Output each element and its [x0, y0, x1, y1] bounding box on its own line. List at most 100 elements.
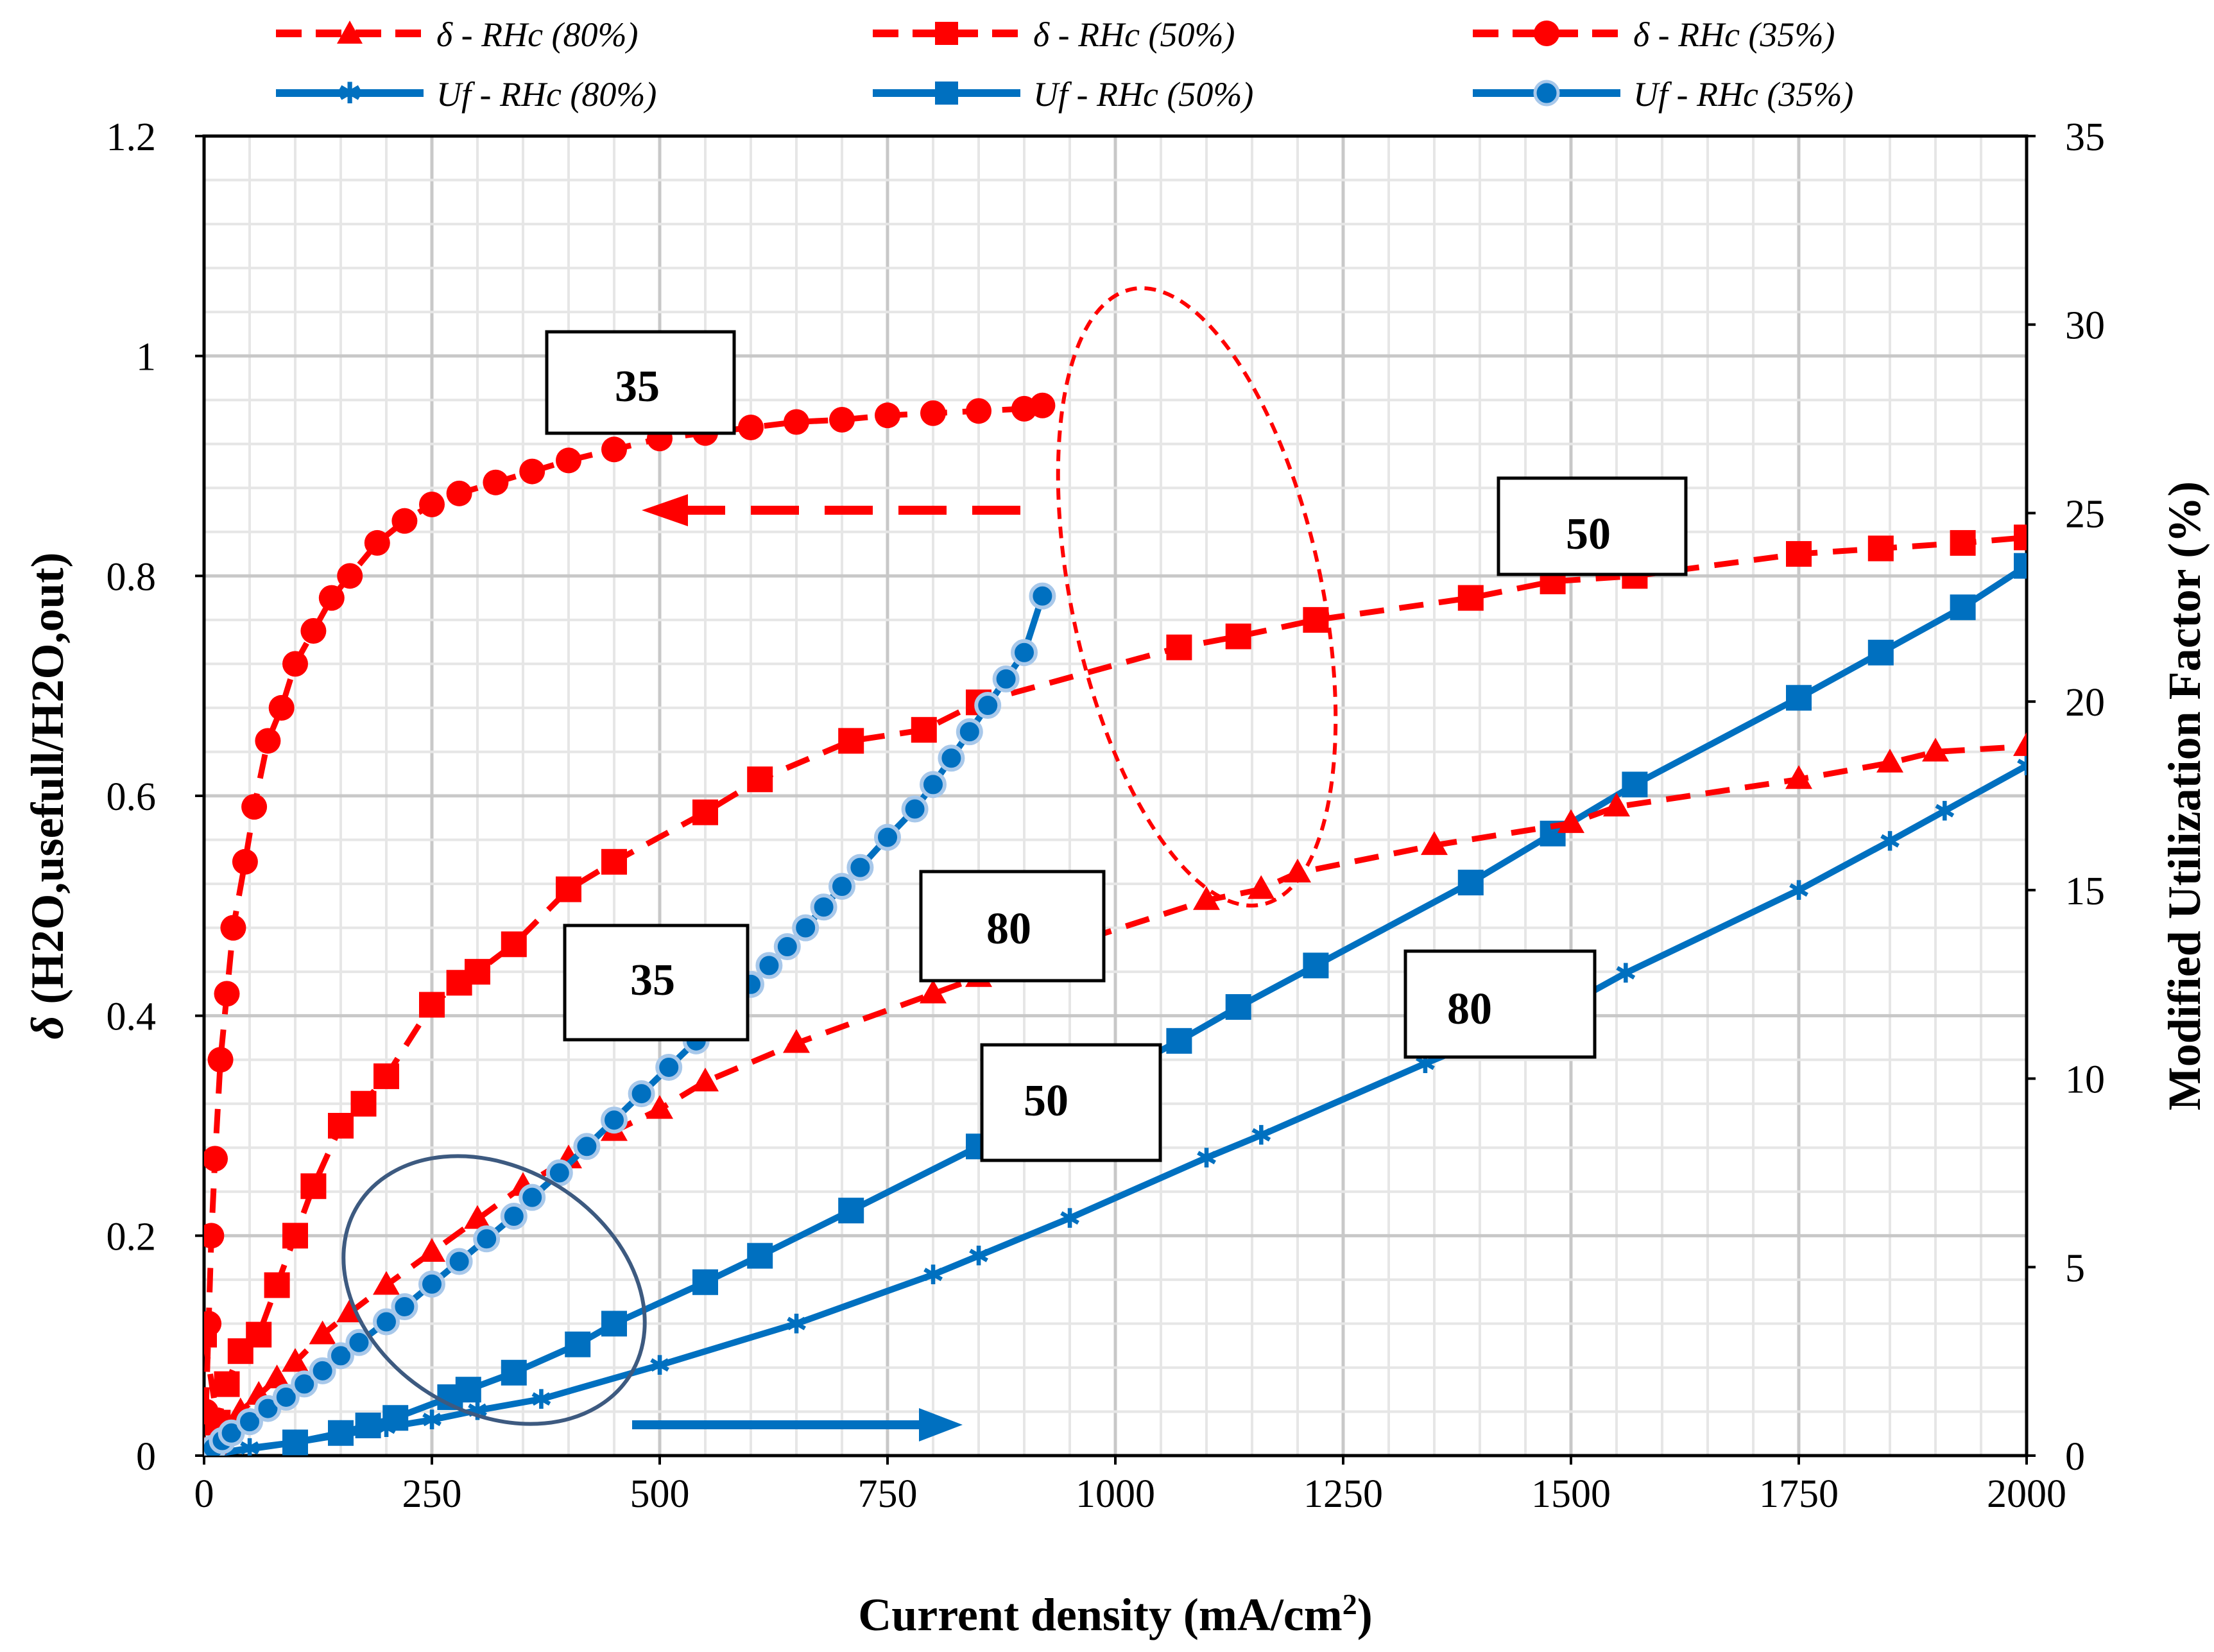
- x-tick-label: 2000: [1987, 1472, 2066, 1516]
- square-marker: [565, 1331, 591, 1357]
- legend-item-delta-80: δ - RHc (80%): [276, 15, 639, 54]
- triangle-marker: [1876, 748, 1903, 773]
- x-tick-label: 250: [402, 1472, 462, 1516]
- y-left-tick-label: 1.2: [107, 116, 157, 159]
- square-marker: [1225, 623, 1251, 650]
- square-marker: [911, 717, 937, 743]
- series--rhc-35-: [204, 392, 1056, 1425]
- triangle-marker: [263, 1364, 291, 1389]
- circle-marker: [291, 1370, 318, 1398]
- circle-marker: [901, 795, 929, 823]
- circle-marker: [846, 854, 874, 881]
- x-tick-label: 1250: [1303, 1472, 1383, 1516]
- circle-marker: [519, 1183, 546, 1211]
- circle-marker: [204, 1311, 222, 1337]
- circle-marker: [974, 692, 1002, 719]
- legend-square-marker: [935, 82, 958, 105]
- star-marker: ✱: [2015, 750, 2038, 782]
- circle-marker: [364, 529, 390, 556]
- square-marker: [2014, 553, 2027, 579]
- legend-triangle-marker: [337, 21, 363, 44]
- circle-marker: [282, 651, 308, 677]
- square-marker: [419, 992, 445, 1018]
- square-marker: [373, 1063, 399, 1089]
- circle-marker: [337, 563, 363, 589]
- square-marker: [1457, 870, 1484, 896]
- circle-marker: [545, 1159, 573, 1187]
- square-marker: [1867, 535, 1894, 562]
- legend-symbol: δ: [1033, 15, 1050, 54]
- svg-text:δ - RHc (80%): δ - RHc (80%): [436, 15, 639, 54]
- circle-marker: [419, 491, 445, 517]
- circle-marker: [601, 436, 627, 463]
- x-axis-title: Current density (mA/cm2): [858, 1588, 1373, 1641]
- y-right-tick-label: 10: [2065, 1058, 2105, 1102]
- circle-marker: [204, 1146, 228, 1172]
- circle-marker: [956, 718, 983, 746]
- legend-label: - RHc (35%): [1668, 75, 1853, 114]
- circle-marker: [268, 694, 295, 721]
- circle-marker: [601, 1106, 628, 1134]
- triangle-marker: [920, 979, 947, 1004]
- star-marker: ✱: [967, 1241, 990, 1272]
- triangle-marker: [692, 1067, 719, 1092]
- triangle-marker: [1421, 831, 1448, 856]
- y-left-tick-label: 0.8: [107, 555, 157, 599]
- y-right-tick-label: 5: [2065, 1246, 2085, 1290]
- y-right-axis-title: Modified Utilization Factor (%): [2159, 481, 2210, 1110]
- circle-marker: [255, 728, 281, 754]
- label-box-text: 50: [1024, 1076, 1068, 1126]
- legend-label: - RHc (80%): [471, 75, 656, 114]
- square-marker: [747, 1243, 773, 1269]
- square-marker: [382, 1405, 409, 1431]
- label-box-text: 80: [986, 904, 1031, 954]
- star-marker: ✱: [1195, 1142, 1217, 1174]
- star-marker: ✱: [785, 1308, 807, 1339]
- square-marker: [601, 848, 627, 875]
- circle-marker: [445, 1248, 473, 1275]
- square-marker: [328, 1420, 354, 1446]
- star-marker: ✱: [1058, 1203, 1081, 1234]
- star-marker: ✱: [530, 1384, 553, 1415]
- circle-marker: [874, 823, 901, 851]
- star-marker: ✱: [1250, 1120, 1273, 1151]
- legend-symbol: δ: [1633, 15, 1650, 54]
- circle-marker: [483, 469, 509, 495]
- triangle-marker: [2013, 732, 2027, 756]
- legend-item-uf-80: ✱ Uf - RHc (80%): [276, 75, 656, 114]
- legend-label: - RHc (50%): [1068, 75, 1253, 114]
- square-marker: [838, 728, 864, 754]
- square-marker: [692, 1269, 718, 1295]
- circle-marker: [204, 1223, 225, 1249]
- red-dashed-ellipse: [1056, 286, 1338, 908]
- square-marker: [355, 1413, 381, 1439]
- legend-label: - RHc (50%): [1049, 15, 1235, 54]
- circle-marker: [655, 1053, 683, 1081]
- square-marker: [1303, 952, 1329, 979]
- triangle-marker: [783, 1029, 810, 1053]
- circle-marker: [345, 1329, 373, 1356]
- legend-symbol: Uf: [436, 75, 476, 114]
- square-marker: [214, 1371, 240, 1397]
- circle-marker: [573, 1133, 601, 1160]
- square-marker: [328, 1113, 354, 1139]
- left-arrow: [642, 494, 1020, 526]
- circle-marker: [272, 1383, 300, 1411]
- x-tick-label: 1750: [1759, 1472, 1839, 1516]
- triangle-marker: [1248, 875, 1275, 899]
- triangle-marker: [1284, 858, 1311, 882]
- legend-square-marker: [935, 22, 958, 45]
- square-marker: [1225, 994, 1251, 1020]
- square-marker: [747, 766, 773, 793]
- square-marker: [350, 1090, 377, 1117]
- circle-marker: [1011, 639, 1038, 666]
- circle-marker: [875, 402, 900, 429]
- circle-marker: [391, 1293, 418, 1320]
- grid: [202, 134, 2029, 1458]
- y-right-tick-label: 0: [2065, 1435, 2085, 1479]
- triangle-marker: [309, 1320, 336, 1345]
- legend-item-delta-50: δ - RHc (50%): [873, 15, 1235, 54]
- y-left-tick-label: 0.4: [107, 995, 157, 1039]
- y-right-tick-label: 35: [2065, 116, 2105, 159]
- square-marker: [1867, 639, 1894, 666]
